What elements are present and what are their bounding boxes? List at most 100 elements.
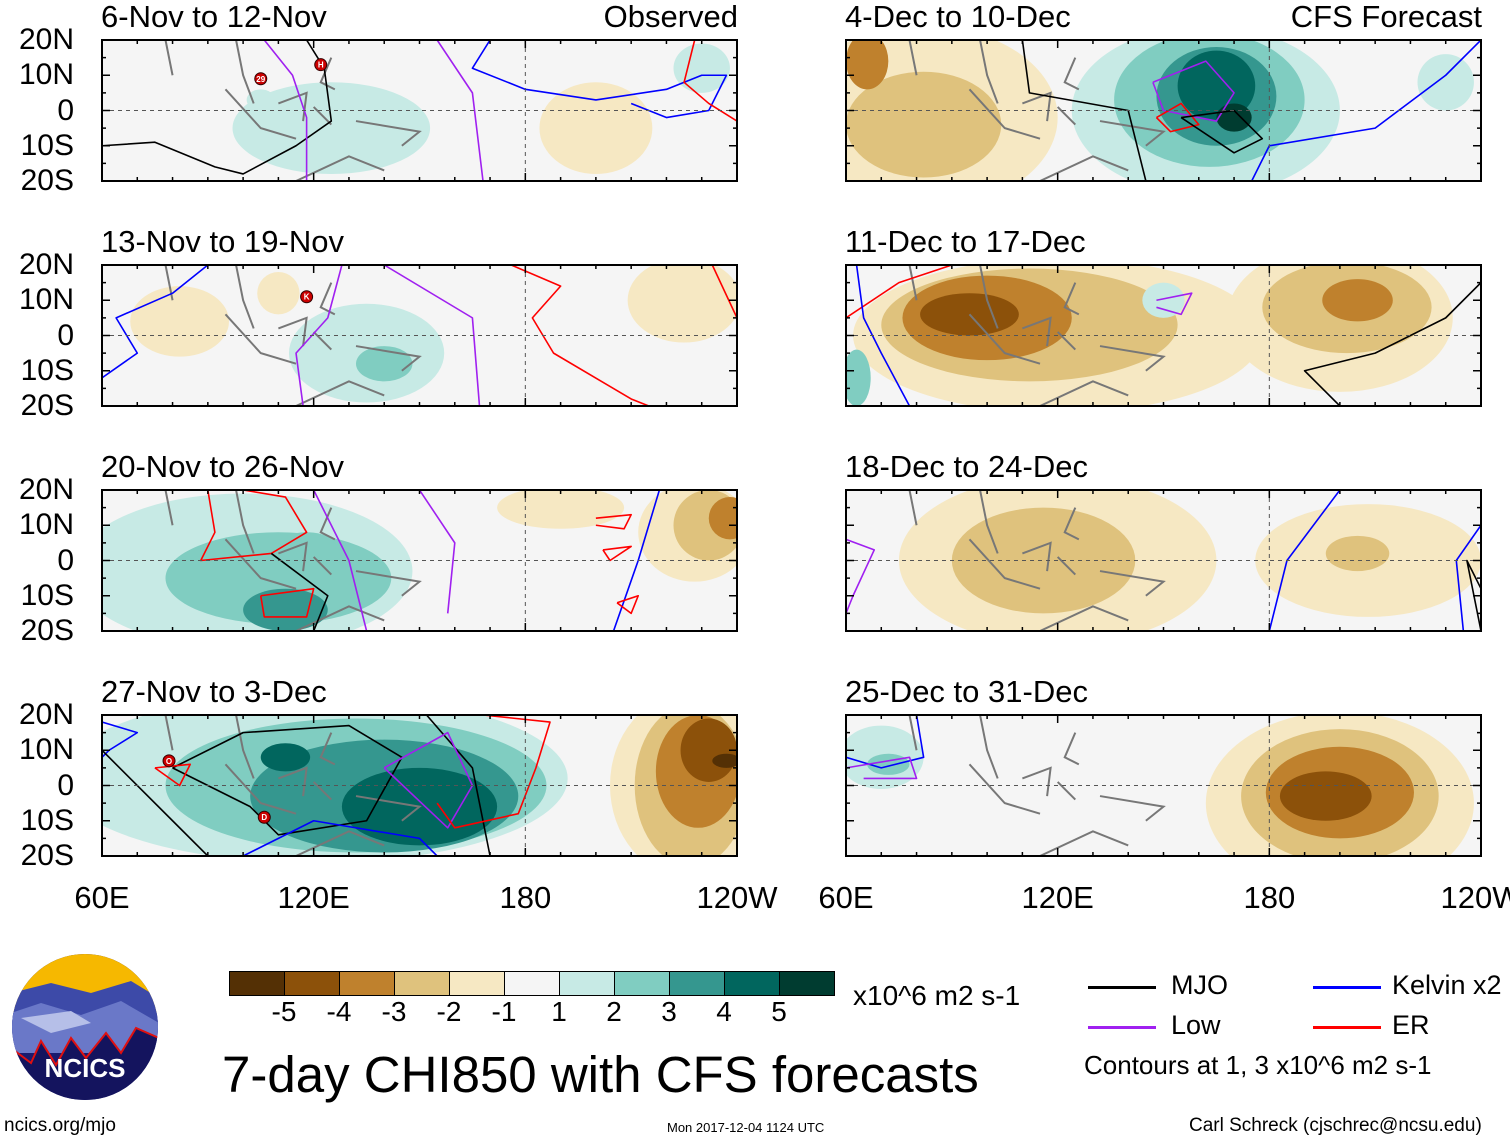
anomaly-region xyxy=(846,349,871,406)
colorbar-swatch xyxy=(450,972,505,995)
legend-label-low: Low xyxy=(1171,1010,1221,1040)
lat-tick-label: 20S xyxy=(20,164,74,197)
colorbar-swatch xyxy=(230,972,285,995)
er-contour xyxy=(259,587,315,618)
anomaly-map xyxy=(845,264,1482,407)
panel-title: 6-Nov to 12-Nov xyxy=(101,0,327,34)
anomaly-region xyxy=(130,286,229,357)
lat-tick-label: 20S xyxy=(20,389,74,422)
lat-tick-label: 10N xyxy=(18,283,74,317)
er-contour xyxy=(616,594,640,615)
anomaly-map: OD xyxy=(101,714,738,857)
anomaly-region xyxy=(1142,282,1185,318)
mjo-contour xyxy=(172,724,403,836)
anomaly-region xyxy=(260,743,311,772)
colorbar-swatch xyxy=(505,972,560,995)
lon-tick-label: 120W xyxy=(1440,880,1510,915)
kelvin-contour xyxy=(846,715,925,769)
legend-label-mjo: MJO xyxy=(1171,970,1228,1000)
panel-title: 27-Nov to 3-Dec xyxy=(101,674,327,709)
lat-tick-label: 0 xyxy=(57,318,74,352)
footer-timestamp: Mon 2017-12-04 1124 UTC xyxy=(667,1120,825,1135)
map-panel: 25-Dec to 31-Dec xyxy=(845,674,1482,857)
colorbar-tick-label: -2 xyxy=(436,996,462,1027)
lat-tick-label: 10S xyxy=(20,353,74,387)
er-contour xyxy=(595,513,632,530)
low-contour xyxy=(846,756,918,780)
lon-tick-label: 60E xyxy=(74,880,130,915)
anomaly-map xyxy=(101,489,738,632)
legend-line-er xyxy=(1313,1026,1381,1029)
er-contour xyxy=(683,40,737,122)
mjo-contour xyxy=(102,40,333,175)
lon-tick-label: 60E xyxy=(818,880,874,915)
lat-tick-label: 10N xyxy=(18,508,74,542)
anomaly-region xyxy=(867,753,910,775)
colorbar-tick-label: -4 xyxy=(326,996,352,1027)
panel-title: 18-Dec to 24-Dec xyxy=(845,449,1088,484)
colorbar-tick-label: -1 xyxy=(491,996,517,1027)
anomaly-region xyxy=(712,753,737,768)
colorbar-swatch xyxy=(395,972,450,995)
lat-tick-label: 10N xyxy=(18,733,74,767)
panel-title: 4-Dec to 10-Dec xyxy=(845,0,1071,34)
lat-tick-label: 10S xyxy=(20,803,74,837)
lat-tick-label: 10N xyxy=(18,58,74,92)
storm-label: D xyxy=(261,813,267,822)
anomaly-region xyxy=(356,346,413,382)
er-contour xyxy=(199,490,308,562)
anomaly-region xyxy=(951,507,1136,614)
low-contour xyxy=(1152,60,1235,122)
ncics-logo: NCICS xyxy=(11,953,159,1101)
storm-label: 29 xyxy=(256,75,265,84)
anomaly-region xyxy=(232,82,431,174)
panel-title: 25-Dec to 31-Dec xyxy=(845,674,1088,709)
anomaly-region xyxy=(627,265,737,343)
colorbar-tick-label: 4 xyxy=(716,996,732,1027)
colorbar-tick-label: 2 xyxy=(606,996,622,1027)
anomaly-region xyxy=(539,82,653,174)
lat-tick-label: 0 xyxy=(57,768,74,802)
anomaly-region xyxy=(257,272,300,315)
low-contour xyxy=(312,490,368,631)
anomaly-map xyxy=(845,714,1482,857)
kelvin-contour xyxy=(242,819,438,856)
anomaly-region xyxy=(1279,771,1372,821)
panel-label: Observed xyxy=(603,0,738,34)
anomaly-map xyxy=(845,39,1482,182)
colorbar-swatch xyxy=(615,972,670,995)
legend-line-mjo xyxy=(1088,986,1156,989)
coastline xyxy=(908,490,1166,631)
lat-tick-label: 20N xyxy=(18,23,74,56)
anomaly-region xyxy=(1177,50,1256,122)
footer-author: Carl Schreck (cjschrec@ncsu.edu) xyxy=(1189,1115,1482,1136)
tropical-cyclone-icon: O xyxy=(162,754,176,768)
lat-tick-label: 20N xyxy=(18,698,74,731)
panel-title: 13-Nov to 19-Nov xyxy=(101,224,344,259)
anomaly-region xyxy=(846,40,889,90)
footer-url[interactable]: ncics.org/mjo xyxy=(4,1115,116,1136)
lat-tick-label: 20N xyxy=(18,248,74,281)
anomaly-region xyxy=(680,718,737,782)
anomaly-region xyxy=(1325,535,1390,572)
legend-line-low xyxy=(1088,1026,1156,1029)
tropical-cyclone-icon: K xyxy=(300,290,314,304)
anomaly-region xyxy=(1216,103,1252,132)
panel-title: 20-Nov to 26-Nov xyxy=(101,449,344,484)
mjo-contour xyxy=(1466,559,1481,631)
colorbar-swatch xyxy=(285,972,340,995)
coastline xyxy=(908,715,1166,856)
coastline xyxy=(164,715,422,856)
colorbar-swatch xyxy=(780,972,834,995)
lat-tick-label: 0 xyxy=(57,93,74,127)
mjo-contour xyxy=(1021,40,1147,181)
map-panel: K 13-Nov to 19-Nov xyxy=(101,224,738,407)
storm-label: O xyxy=(166,757,172,766)
tropical-cyclone-icon: 29 xyxy=(254,72,268,86)
anomaly-region xyxy=(243,588,328,631)
anomaly-map: K xyxy=(101,264,738,407)
er-contour xyxy=(1155,102,1200,133)
lon-tick-label: 180 xyxy=(1243,880,1296,915)
anomaly-region xyxy=(497,490,625,529)
kelvin-contour xyxy=(1250,40,1481,181)
